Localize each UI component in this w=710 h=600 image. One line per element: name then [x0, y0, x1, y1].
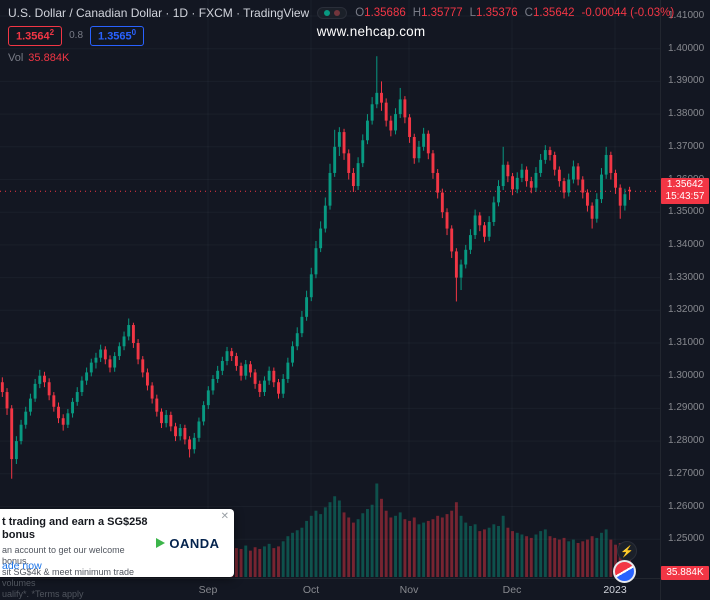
price-axis-label: 1.38000	[668, 108, 705, 120]
promo-line-3: ualify*. *Terms apply	[2, 589, 84, 599]
time-axis-label: Sep	[198, 584, 218, 596]
volume-value: 35.884K	[28, 51, 70, 64]
price-axis-label: 1.28000	[668, 435, 705, 447]
price-axis-label: 1.33000	[668, 271, 705, 283]
time-axis-label: Oct	[302, 584, 320, 596]
buy-price-value: 1.3565	[98, 30, 132, 43]
close-value: 1.35642	[532, 7, 575, 19]
symbol-title[interactable]: U.S. Dollar / Canadian Dollar · 1D · FXC…	[8, 6, 310, 20]
close-label: C	[524, 7, 533, 19]
time-axis-label: 2023	[603, 584, 627, 596]
volume-row: Vol 35.884K	[8, 52, 674, 64]
volume-badge-value: 35.884K	[666, 567, 704, 578]
sentiment-fab[interactable]	[613, 560, 636, 583]
low-label: L	[469, 7, 477, 19]
oanda-wordmark: OANDA	[169, 535, 220, 551]
promo-line-2: sit SG$4k & meet minimum trade volumes	[2, 567, 135, 588]
price-axis-label: 1.30000	[668, 369, 705, 381]
oanda-logo[interactable]: OANDA	[152, 525, 224, 561]
time-scale[interactable]: Sep Oct Nov Dec 2023	[0, 578, 660, 600]
price-axis-label: 1.25000	[668, 533, 705, 545]
promo-cta-link[interactable]: ade now	[2, 560, 42, 572]
price-axis-label: 1.40000	[668, 42, 705, 54]
time-axis-label: Dec	[502, 584, 522, 596]
price-axis-label: 1.31000	[668, 337, 705, 348]
price-scale[interactable]: 1.410001.400001.390001.380001.370001.360…	[660, 0, 710, 600]
promo-close-button[interactable]: ✕	[220, 511, 229, 522]
buy-price-pip: 0	[131, 28, 137, 37]
high-value: 1.35777	[421, 7, 463, 19]
sell-price-pip: 2	[49, 28, 55, 37]
quick-actions-fab[interactable]: ⚡	[617, 541, 637, 561]
price-axis-label: 1.29000	[668, 402, 705, 414]
promo-banner: t trading and earn a SG$258 bonus an acc…	[0, 509, 234, 599]
volume-badge: 35.884K	[661, 566, 709, 580]
bull-dot-icon	[324, 10, 331, 16]
low-value: 1.35376	[476, 7, 518, 19]
price-axis-label: 1.39000	[668, 75, 705, 87]
ohlc-readout: O1.35686 H1.35777 L1.35376 C1.35642 -0.0…	[355, 7, 674, 19]
spread-value: 0.8	[69, 30, 84, 42]
open-value: 1.35686	[364, 7, 406, 19]
price-axis-label: 1.27000	[668, 467, 705, 479]
open-label: O	[355, 7, 365, 19]
bear-dot-icon	[334, 10, 341, 16]
promo-body: an account to get our welcome bonus. sit…	[2, 545, 144, 600]
site-watermark: www.nehcap.com	[316, 24, 426, 39]
chart-legend: U.S. Dollar / Canadian Dollar · 1D · FXC…	[8, 6, 674, 64]
volume-label: Vol	[8, 51, 24, 64]
price-axis-label: 1.35000	[668, 206, 705, 218]
price-axis-label: 1.34000	[668, 238, 705, 250]
price-axis-label: 1.26000	[668, 500, 705, 512]
last-price-badge: 1.35642 15:43:57	[661, 178, 709, 205]
price-axis-label: 1.41000	[668, 10, 705, 21]
sell-price-button[interactable]: 1.35642	[8, 26, 63, 46]
sell-price-value: 1.3564	[16, 30, 50, 43]
bar-countdown: 15:43:57	[665, 191, 705, 203]
oanda-mark-icon	[156, 538, 166, 548]
promo-title: t trading and earn a SG$258 bonus	[2, 516, 148, 541]
price-axis-label: 1.32000	[668, 304, 705, 316]
time-axis-label: Nov	[399, 584, 419, 596]
high-label: H	[412, 7, 422, 19]
last-price-value: 1.35642	[666, 179, 704, 191]
change-value: -0.00044 (-0.03%)	[581, 7, 675, 19]
lightning-icon: ⚡	[620, 545, 634, 558]
price-axis-label: 1.37000	[668, 140, 705, 152]
buy-price-button[interactable]: 1.35650	[90, 26, 145, 46]
chart-status-pill[interactable]	[317, 7, 348, 19]
promo-line-1: an account to get our welcome bonus.	[2, 545, 125, 566]
